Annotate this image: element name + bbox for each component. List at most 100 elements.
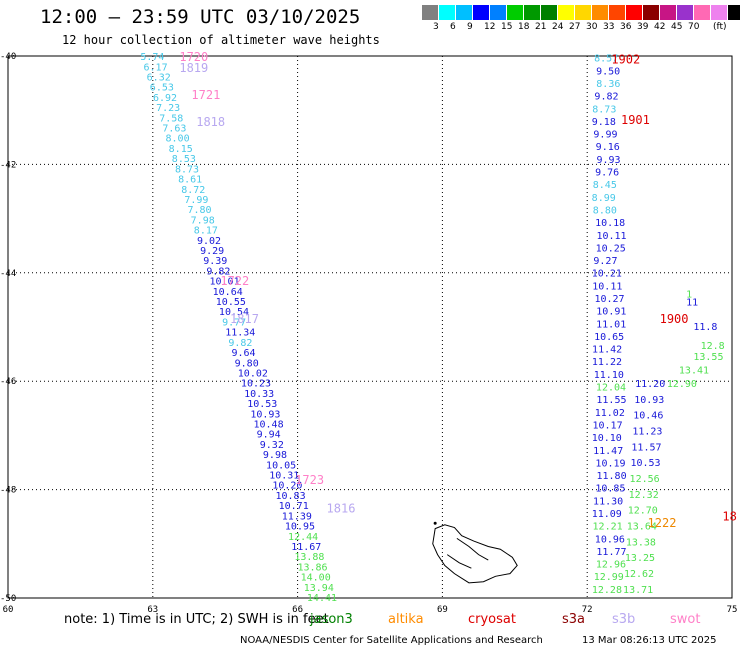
pass-time-label: 1819 <box>179 61 208 75</box>
swh-value-label: 14.00 <box>301 573 331 584</box>
map-frame <box>7 55 733 599</box>
color-scale-tick: 18 <box>518 22 530 32</box>
swh-value-label: 12.04 <box>596 383 626 394</box>
swh-value-label: 11.47 <box>593 446 623 457</box>
color-swatch <box>558 5 575 20</box>
color-scale-tick: 45 <box>671 22 683 32</box>
swh-value-label: 9.77 <box>222 317 246 328</box>
latitude-label: -48 <box>0 486 16 496</box>
swh-value-label: 11.30 <box>593 496 623 507</box>
latitude-label: -44 <box>0 269 16 279</box>
swh-value-label: 10.05 <box>266 460 296 471</box>
color-swatch <box>711 5 728 20</box>
pass-time-label: 1222 <box>648 516 677 530</box>
swh-value-label: 10.48 <box>253 419 283 430</box>
swh-value-label: 11.8 <box>693 322 717 333</box>
swh-value-label: 11.09 <box>592 509 622 520</box>
latitude-label: -50 <box>0 594 16 604</box>
swh-value-label: 8.15 <box>169 144 193 155</box>
swh-value-label: 8.00 <box>166 134 190 145</box>
swh-value-label: 12.21 <box>593 522 623 533</box>
swh-value-label: 8.61 <box>178 175 202 186</box>
swh-value-label: 8.73 <box>175 164 199 175</box>
color-swatch <box>524 5 541 20</box>
swh-value-label: 9.18 <box>592 117 616 128</box>
swh-value-label: 11.02 <box>595 408 625 419</box>
swh-value-label: 11.22 <box>592 357 622 368</box>
swh-value-label: 10.65 <box>594 332 624 343</box>
color-scale-tick: 24 <box>552 22 564 32</box>
pass-time-label: 1720 <box>179 50 208 64</box>
color-scale-tick: (ft) <box>713 22 727 32</box>
footer-note: note: 1) Time is in UTC; 2) SWH is in fe… <box>64 612 329 627</box>
swh-value-label: 12.90 <box>667 379 697 390</box>
pass-time-label: 1722 <box>220 274 249 288</box>
longitude-label: 63 <box>147 605 158 615</box>
swh-value-label: 8.72 <box>181 185 205 196</box>
page-title: 12:00 – 23:59 UTC 03/10/2025 <box>40 6 361 28</box>
swh-value-label: 10.53 <box>247 399 277 410</box>
color-swatch <box>643 5 660 20</box>
swh-value-label: 9.76 <box>595 168 619 179</box>
pass-time-label: 1816 <box>327 502 356 516</box>
longitude-label: 60 <box>3 605 14 615</box>
swh-value-label: 12.99 <box>594 572 624 583</box>
swh-value-label: 10.93 <box>250 409 280 420</box>
swh-value-label: 12.62 <box>624 569 654 580</box>
swh-value-label: 5.74 <box>140 52 164 63</box>
swh-value-label: 9.82 <box>206 266 230 277</box>
color-swatch <box>592 5 609 20</box>
islet-marker <box>433 521 437 525</box>
swh-value-label: 13.64 <box>627 521 657 532</box>
color-scale-tick: 39 <box>637 22 649 32</box>
kerguelen-island-outline <box>432 524 518 584</box>
swh-value-label: 9.64 <box>232 348 256 359</box>
color-scale-tick: 3 <box>433 22 439 32</box>
swh-value-label: 11.67 <box>291 542 321 553</box>
color-swatch <box>694 5 711 20</box>
color-swatch <box>626 5 643 20</box>
longitude-label: 69 <box>437 605 448 615</box>
legend-sat-swot: swot <box>670 612 701 627</box>
pass-time-label: 1721 <box>191 88 220 102</box>
color-scale-tick: 12 <box>484 22 496 32</box>
swh-value-label: 10.95 <box>285 522 315 533</box>
swh-value-label: 11.42 <box>592 345 622 356</box>
latitude-label: -46 <box>0 377 16 387</box>
swh-value-label: 10.23 <box>241 379 271 390</box>
swh-value-label: 10.27 <box>594 294 624 305</box>
swh-value-label: 13.25 <box>625 553 655 564</box>
swh-value-label: 10.20 <box>272 481 302 492</box>
swh-value-label: 10.21 <box>592 269 622 280</box>
island-inner-coastline <box>456 537 489 561</box>
swh-value-label: 10.19 <box>595 458 625 469</box>
color-scale-tick: 42 <box>654 22 666 32</box>
swh-value-label: 8.80 <box>593 205 617 216</box>
swh-value-label: 10.02 <box>238 368 268 379</box>
swh-value-label: 9.27 <box>593 256 617 267</box>
color-scale-tick: 70 <box>688 22 700 32</box>
swh-value-label: 7.58 <box>159 113 183 124</box>
pass-time-label: 1902 <box>611 52 640 66</box>
swh-value-label: 12.8 <box>701 341 725 352</box>
swh-value-label: 12.28 <box>592 585 622 596</box>
swh-value-label: 10.83 <box>275 491 305 502</box>
pass-time-label: 1817 <box>230 312 259 326</box>
swh-value-label: 13.55 <box>693 352 723 363</box>
swh-value-label: 10.11 <box>596 231 626 242</box>
swh-value-label: 12.56 <box>630 474 660 485</box>
color-swatch <box>728 5 740 20</box>
color-swatch <box>677 5 694 20</box>
color-scale-tick: 27 <box>569 22 581 32</box>
swh-value-label: 11.57 <box>631 442 661 453</box>
color-swatch <box>507 5 524 20</box>
swh-value-label: 11.23 <box>632 426 662 437</box>
swh-value-label: 9.39 <box>203 256 227 267</box>
swh-value-label: 10.31 <box>269 471 299 482</box>
swh-value-label: 7.99 <box>184 195 208 206</box>
swh-value-label: 11.80 <box>597 471 627 482</box>
swh-value-label: 9.99 <box>593 130 617 141</box>
swh-value-label: 1 <box>686 289 692 300</box>
longitude-label: 75 <box>727 605 738 615</box>
swh-value-label: 10.93 <box>634 395 664 406</box>
